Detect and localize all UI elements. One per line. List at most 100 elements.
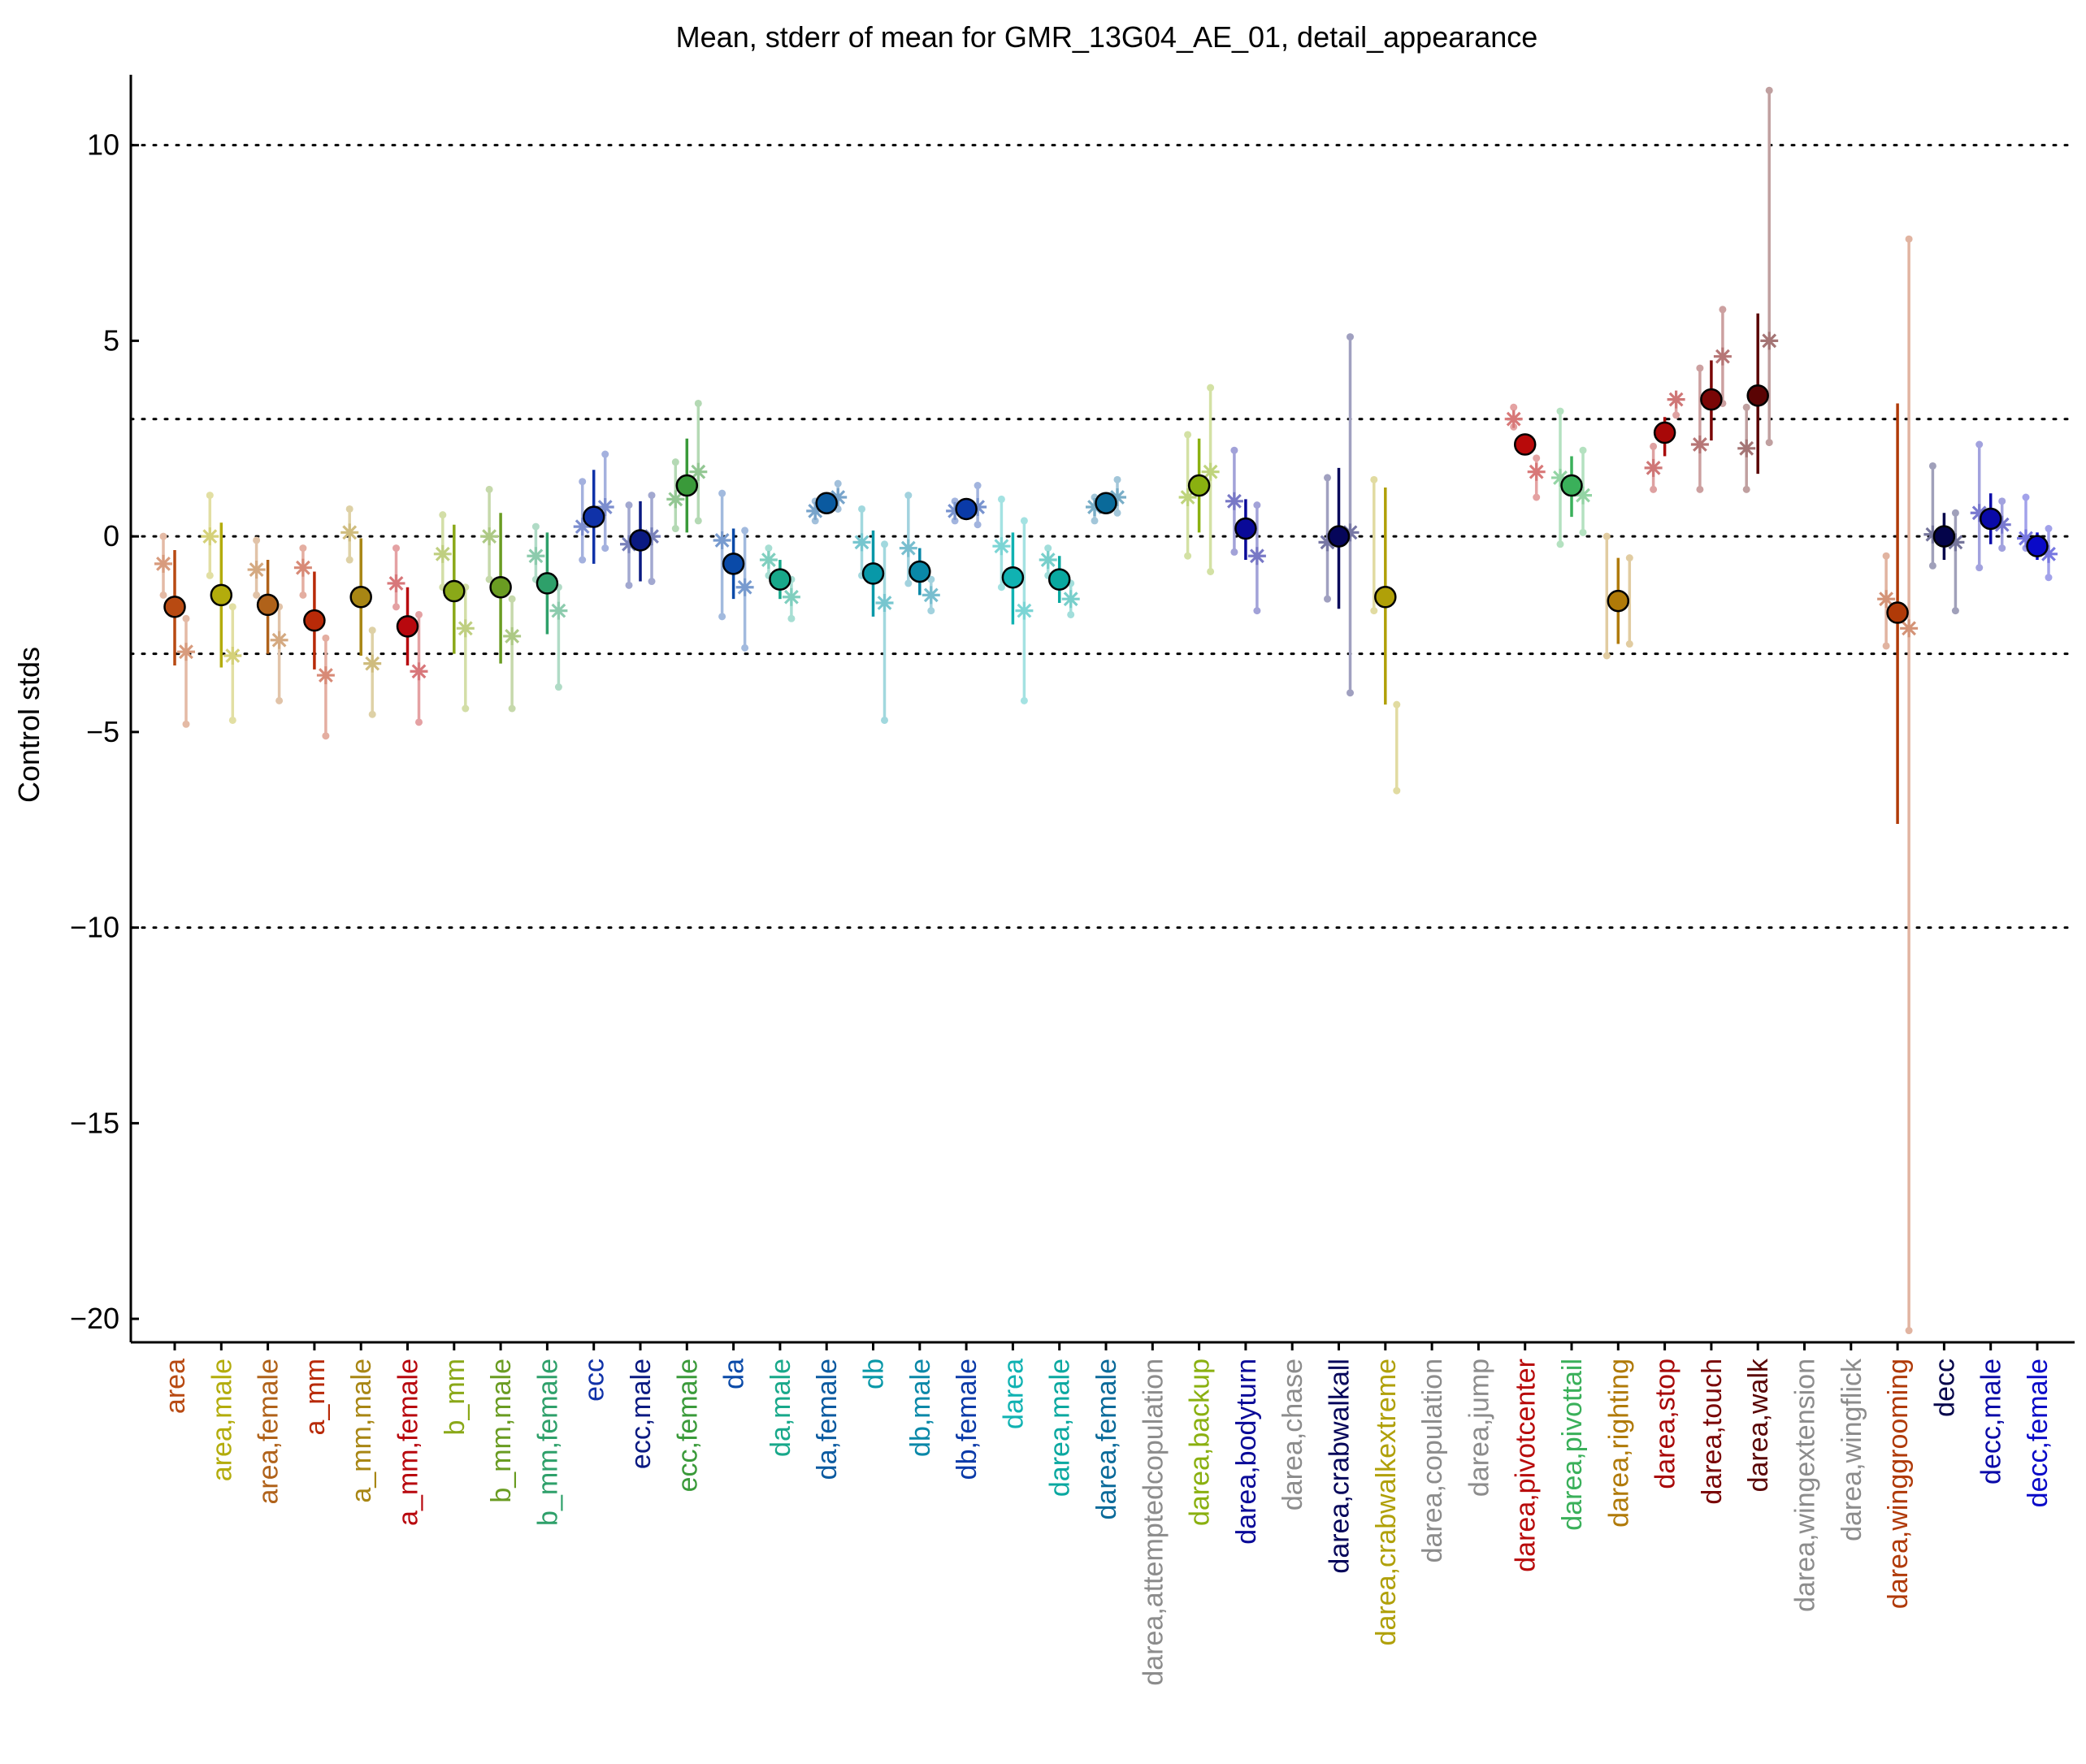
subgroup-dot: [1253, 607, 1261, 615]
subgroup-dot: [648, 492, 656, 500]
subgroup-dot: [1556, 407, 1564, 415]
subgroup-star: [1737, 439, 1756, 457]
subgroup-star: [1900, 619, 1919, 638]
subgroup-dot: [1975, 564, 1984, 572]
x-tick-label: db,female: [952, 1359, 982, 1480]
subgroup-dot: [1742, 485, 1750, 493]
subgroup-dot: [1765, 86, 1773, 94]
y-tick-label: −20: [70, 1302, 119, 1335]
subgroup-dot: [1928, 462, 1936, 470]
subgroup-dot: [1650, 442, 1658, 450]
subgroup-star-stroke: [1203, 464, 1218, 479]
subgroup-star: [1225, 492, 1243, 510]
subgroup-dot: [1207, 567, 1215, 575]
subgroup-dot: [974, 482, 982, 490]
subgroup-dot: [345, 505, 353, 513]
subgroup-dot: [974, 521, 982, 529]
subgroup-dot: [1951, 509, 1959, 517]
subgroup-star-stroke: [668, 492, 683, 507]
subgroup-dot: [951, 497, 959, 505]
x-tick-label: b_mm,male: [486, 1359, 517, 1503]
subgroup-star: [480, 527, 499, 546]
x-tick-label: a_mm: [300, 1359, 331, 1435]
x-tick-label: area,male: [206, 1359, 237, 1481]
subgroup-dot: [881, 540, 888, 548]
mean-marker: [2026, 535, 2049, 557]
subgroup-star-stroke: [783, 589, 799, 605]
subgroup-dot: [579, 478, 587, 486]
subgroup-star: [503, 626, 522, 645]
subgroup-dot: [1696, 364, 1704, 372]
subgroup-star-stroke: [923, 587, 939, 603]
subgroup-dot: [345, 556, 353, 564]
mean-marker: [1001, 566, 1025, 589]
subgroup-star: [154, 554, 172, 573]
subgroup-dot: [1020, 696, 1028, 704]
subgroup-dot: [1044, 544, 1052, 553]
subgroup-dot: [694, 399, 702, 407]
mean-marker: [349, 586, 372, 609]
subgroup-star-stroke: [1646, 460, 1661, 475]
mean-marker: [489, 575, 512, 599]
subgroup-dot: [1975, 440, 1984, 449]
mean-marker: [1095, 492, 1117, 514]
x-tick-label: da,male: [765, 1359, 796, 1457]
x-tick-label: b_mm,female: [532, 1359, 563, 1526]
mean-marker: [722, 553, 745, 575]
subgroup-star: [1527, 462, 1546, 481]
subgroup-dot: [1113, 475, 1121, 483]
subgroup-dot: [1510, 403, 1518, 411]
y-tick-label: 0: [103, 519, 119, 553]
plot-layer: −20 −15 −10 −5 0 5 10 area area,male area,female a…: [70, 75, 2076, 1686]
mean-marker: [1513, 433, 1537, 456]
mean-marker: [1653, 421, 1676, 444]
subgroup-dot: [1579, 528, 1587, 536]
subgroup-dot: [368, 710, 376, 718]
subgroup-dot: [1370, 607, 1378, 615]
subgroup-star-stroke: [388, 576, 404, 591]
x-tick-label: darea,pivottail: [1557, 1359, 1588, 1531]
subgroup-dot: [1742, 403, 1750, 411]
subgroup-dot: [579, 556, 587, 564]
mean-marker: [1560, 474, 1583, 497]
subgroup-star-stroke: [249, 562, 264, 577]
mean-marker: [1327, 525, 1351, 548]
subgroup-dot: [2022, 493, 2030, 501]
subgroup-star-stroke: [435, 546, 450, 561]
subgroup-dot: [1230, 446, 1238, 454]
subgroup-dot: [671, 458, 679, 466]
subgroup-star: [1690, 436, 1709, 453]
subgroup-star-stroke: [2041, 546, 2056, 561]
subgroup-star: [270, 631, 288, 649]
subgroup-star: [992, 537, 1011, 556]
mean-marker: [163, 596, 186, 618]
subgroup-star-stroke: [505, 629, 520, 644]
subgroup-dot: [1370, 475, 1378, 483]
subgroup-star-stroke: [854, 535, 870, 550]
subgroup-dot: [1324, 474, 1331, 482]
subgroup-dot: [997, 495, 1005, 503]
subgroup-dot: [694, 517, 702, 525]
mean-marker: [1234, 517, 1257, 540]
x-tick-label: area: [160, 1359, 191, 1414]
subgroup-dot: [228, 603, 236, 611]
subgroup-star-stroke: [1902, 621, 1917, 636]
subgroup-dot: [858, 505, 865, 513]
subgroup-star-stroke: [1063, 592, 1078, 607]
subgroup-dot: [1765, 439, 1773, 447]
subgroup-dot: [765, 544, 773, 553]
subgroup-dot: [462, 704, 470, 713]
subgroup-dot: [1347, 689, 1354, 697]
subgroup-star: [735, 578, 754, 596]
subgroup-star: [689, 462, 708, 481]
y-tick-label: −15: [70, 1106, 119, 1139]
mean-marker: [861, 562, 885, 585]
subgroup-star: [456, 619, 475, 638]
subgroup-star-stroke: [1692, 437, 1707, 452]
x-tick-label: darea,male: [1045, 1359, 1076, 1497]
subgroup-dot: [904, 579, 913, 587]
subgroup-star: [1247, 547, 1266, 566]
mean-marker: [769, 568, 791, 591]
subgroup-star: [247, 561, 266, 579]
